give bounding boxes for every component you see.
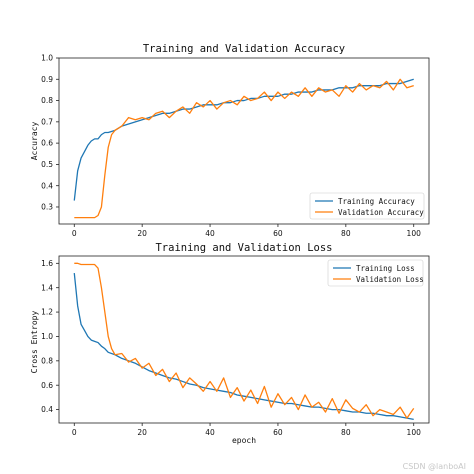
loss-y-tick-label: 0.8 (41, 356, 53, 365)
loss-y-tick-label: 1.0 (41, 332, 53, 341)
accuracy-x-tick-label: 20 (137, 229, 147, 238)
loss-y-tick-label: 1.6 (41, 259, 53, 268)
legend-train-acc-label: Training Accuracy (338, 197, 415, 206)
loss-legend-box (327, 259, 424, 287)
accuracy-x-tick-label: 0 (72, 229, 77, 238)
loss-y-tick-label: 1.4 (41, 283, 53, 292)
accuracy-legend-box (309, 192, 425, 220)
accuracy-y-tick-label: 0.7 (41, 117, 53, 126)
loss-chart-title: Training and Validation Loss (155, 242, 332, 254)
accuracy-y-tick-label: 0.3 (41, 203, 53, 212)
accuracy-series-validation-line (74, 78, 414, 219)
legend-val-acc-label: Validation Accuracy (338, 208, 424, 217)
loss-x-axis-label: epoch (232, 436, 256, 445)
loss-y-tick-label: 0.4 (41, 405, 53, 414)
loss-chart: Training and Validation Loss Cross Entro… (30, 242, 430, 445)
loss-x-tick-label: 60 (273, 428, 283, 437)
loss-plot-frame (58, 255, 430, 424)
loss-x-tick-label: 20 (137, 428, 147, 437)
accuracy-x-tick-label: 80 (341, 229, 351, 238)
accuracy-series-training-line (73, 78, 414, 201)
legend-train-loss-label: Training Loss (356, 264, 415, 273)
accuracy-x-tick-label: 40 (205, 229, 215, 238)
accuracy-chart-title: Training and Validation Accuracy (143, 43, 345, 55)
accuracy-y-tick-label: 0.8 (41, 96, 53, 105)
accuracy-y-tick-label: 0.5 (41, 160, 53, 169)
loss-series-training-line (73, 273, 414, 420)
loss-x-tick-label: 0 (72, 428, 77, 437)
accuracy-chart: Training and Validation Accuracy Accurac… (30, 43, 430, 238)
accuracy-y-tick-label: 1.0 (41, 54, 53, 63)
loss-y-tick-label: 0.6 (41, 381, 53, 390)
loss-series-validation-line (74, 262, 415, 419)
loss-y-axis-label: Cross Entropy (30, 311, 39, 374)
accuracy-y-tick-label: 0.6 (41, 139, 53, 148)
loss-x-tick-label: 100 (407, 428, 422, 437)
accuracy-y-tick-label: 0.9 (41, 75, 53, 84)
accuracy-plot-frame (58, 57, 430, 225)
accuracy-y-axis-label: Accuracy (30, 122, 39, 161)
accuracy-x-tick-label: 100 (407, 229, 422, 238)
loss-y-tick-label: 1.2 (41, 308, 53, 317)
watermark: CSDN @lanboAI (403, 462, 466, 471)
legend-val-loss-label: Validation Loss (356, 275, 424, 284)
accuracy-x-tick-label: 60 (273, 229, 283, 238)
loss-legend: Training Loss Validation Loss (327, 259, 424, 287)
loss-x-tick-label: 40 (205, 428, 215, 437)
loss-x-tick-label: 80 (341, 428, 351, 437)
accuracy-y-tick-label: 0.4 (41, 181, 53, 190)
accuracy-legend: Training Accuracy Validation Accuracy (309, 192, 425, 220)
